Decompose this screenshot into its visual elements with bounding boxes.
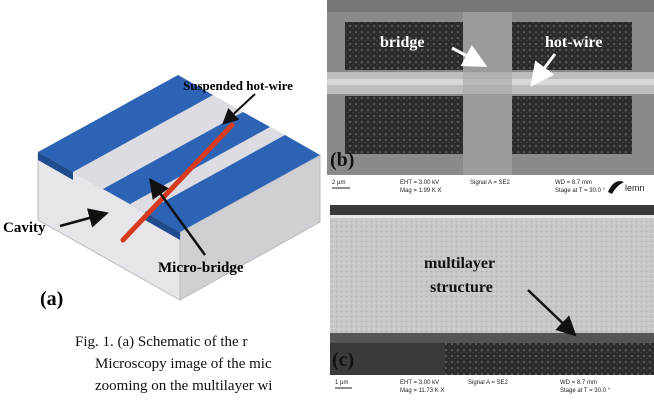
info: EHT = 3.00 kV — [400, 180, 439, 186]
label: Suspended hot-wire — [183, 78, 293, 93]
caption-line: Microscopy image of the mic — [95, 356, 272, 372]
schematic — [37, 75, 321, 301]
info: EHT = 3.00 kV — [400, 380, 439, 386]
info: Signal A = SE2 — [468, 380, 509, 386]
caption-line: zooming on the multilayer wi — [95, 378, 272, 394]
label: Micro-bridge — [158, 260, 244, 276]
sem-image-b — [327, 0, 654, 175]
info: WD = 8.7 mm — [560, 380, 597, 386]
logo: lemn — [625, 183, 645, 193]
label: hot-wire — [545, 34, 602, 51]
info: Mag = 1.99 K X — [400, 188, 442, 194]
caption: Fig. 1. (a) Schematic of the r Microscop… — [75, 334, 272, 394]
label: Cavity — [3, 220, 46, 236]
info: Stage at T = 30.0 ° — [560, 388, 611, 394]
info: Signal A = SE2 — [470, 180, 511, 186]
info-bar — [330, 375, 654, 405]
label: bridge — [380, 34, 424, 51]
info: WD = 8.7 mm — [555, 180, 592, 186]
scale: 2 µm — [332, 180, 345, 186]
caption-line: Fig. 1. (a) Schematic of the r — [75, 334, 247, 350]
panel-label: (a) — [40, 288, 63, 310]
info: Stage at T = 30.0 ° — [555, 188, 606, 194]
info: Mag = 11.73 K X — [400, 388, 444, 394]
info-bar — [327, 175, 654, 202]
label: multilayer — [424, 255, 495, 272]
sem-image-c — [330, 205, 654, 375]
scale: 1 µm — [335, 380, 348, 386]
label: structure — [430, 279, 493, 296]
panel-label: (b) — [330, 149, 354, 171]
panel-label: (c) — [332, 349, 354, 371]
